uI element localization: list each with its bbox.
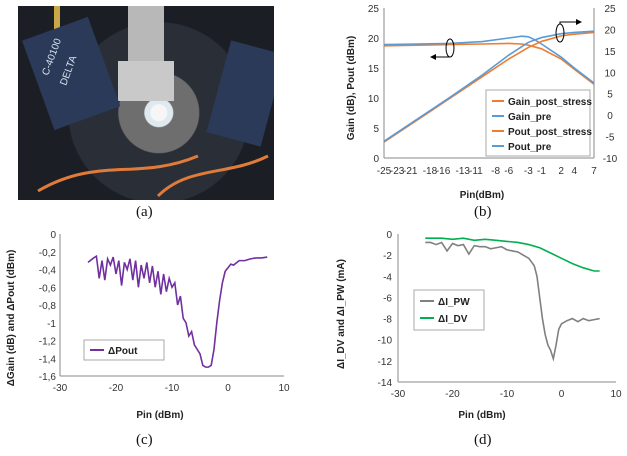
chart-b-x-tick: -13 — [456, 166, 471, 177]
chart-b-x-tick: -23 — [390, 166, 405, 177]
chart-b-right-tick: 15 — [604, 47, 616, 58]
chart-d-x-tick: -20 — [445, 389, 460, 400]
chart-d-ylabel: ΔI_DV and ΔI_PW (mA) — [336, 259, 347, 369]
chart-b-left-tick: 0 — [373, 154, 379, 165]
chart-c-legend-label: ΔPout — [108, 346, 138, 357]
chart-d-xlabel: Pin (dBm) — [458, 410, 505, 421]
chart-b-gain-circle — [445, 38, 455, 58]
chart-b-x-tick: -8 — [491, 166, 500, 177]
chart-b-left-tick: 15 — [368, 64, 380, 75]
chart-d-x-tick: -30 — [391, 389, 406, 400]
chart-b-gain-arrowhead — [430, 54, 436, 60]
chart-b-right-tick: -10 — [603, 154, 618, 165]
chart-d-y-tick: -14 — [378, 378, 393, 389]
chart-b-legend-label: Pout_post_stress — [508, 127, 592, 138]
chart-b-pout-arrowhead — [576, 19, 582, 25]
chart-c-x-tick: -30 — [53, 383, 68, 394]
photo-probe-station: C-40100 DELTA — [18, 6, 286, 200]
chart-b-series-line — [383, 30, 595, 142]
chart-d-y-tick: -2 — [383, 251, 392, 262]
chart-b-right-tick: 10 — [604, 68, 616, 79]
chart-d-y-tick: -10 — [378, 336, 393, 347]
chart-b-series-line — [383, 42, 595, 85]
chart-b-legend-label: Gain_pre — [508, 112, 552, 123]
chart-c-y-tick: -0,2 — [39, 248, 57, 259]
chart-c-y-tick: 0 — [50, 230, 56, 241]
chart-c-x-tick: -20 — [109, 383, 124, 394]
chart-b-left-tick: 20 — [368, 34, 380, 45]
chart-d-x-tick: 10 — [610, 389, 622, 400]
chart-c-x-tick: -10 — [165, 383, 180, 394]
chart-c-y-tick: -0,4 — [39, 266, 57, 277]
chart-c-legend-box — [83, 339, 165, 361]
chart-b-x-tick: -25 — [377, 166, 392, 177]
caption-c: (c) — [136, 432, 153, 448]
chart-b-x-tick: -1 — [537, 166, 546, 177]
chart-b-right-tick: 25 — [604, 4, 616, 15]
chart-d-y-tick: -6 — [383, 293, 392, 304]
chart-b-left-tick: 5 — [373, 124, 379, 135]
chart-c-ylabel: ΔGain (dB) and ΔPout (dBm) — [6, 250, 17, 387]
chart-d-legend-box — [413, 289, 485, 331]
chart-b-right-tick: -5 — [606, 133, 615, 144]
chart-b-x-tick: -3 — [524, 166, 533, 177]
chart-b-legend-label: Pout_pre — [508, 142, 552, 153]
photo-probe-body — [128, 6, 164, 66]
chart-c-x-tick: 0 — [225, 383, 231, 394]
chart-b-series-line — [383, 35, 595, 84]
chart-d-y-tick: 0 — [386, 230, 392, 241]
chart-d-legend-label: ΔI_PW — [438, 297, 470, 308]
chart-d-series-line — [425, 241, 600, 362]
chart-c: 0 -0,2 -0,4 -0,6 -0,8 -1 -1,2 -1,4 -1,6-30 -20 -10… — [6, 230, 290, 421]
chart-d-series-line — [425, 237, 600, 272]
chart-b-right-tick: 20 — [604, 25, 616, 36]
chart-d-legend-label: ΔI_DV — [438, 314, 468, 325]
chart-b-x-tick: -21 — [403, 166, 418, 177]
chart-c-y-tick: -1,2 — [39, 337, 57, 348]
chart-d-y-tick: -8 — [383, 315, 392, 326]
chart-b: 0 5 10 15 20 25 -10 -5 0 5 10 15 20 25 -25-23-21 -18-16… — [346, 4, 618, 200]
chart-b-left-tick: 10 — [368, 94, 380, 105]
chart-c-series-line — [87, 254, 268, 368]
chart-b-x-tick: 2 — [558, 166, 564, 177]
photo-stage-right — [206, 40, 286, 147]
chart-b-left-tick: 25 — [368, 4, 380, 15]
chart-c-y-tick: -1,6 — [39, 372, 57, 383]
photo-cable-2 — [156, 154, 269, 198]
chart-b-xlabel: Pin(dBm) — [460, 190, 504, 200]
chart-d: 0 -2 -4 -6 -8 -10 -12 -14-30 -20 -10 0 10 ΔI_PW ΔI_D… — [336, 230, 622, 421]
chart-b-x-tick: 7 — [591, 166, 597, 177]
caption-b: (b) — [474, 204, 492, 220]
chart-b-ylabel: Gain (dB), Pout (dBm) — [346, 36, 357, 140]
photo-stage-left — [22, 16, 121, 131]
caption-a: (a) — [136, 204, 153, 220]
chart-d-x-tick: -10 — [500, 389, 515, 400]
chart-b-right-tick: 5 — [607, 90, 613, 101]
chart-b-legend-label: Gain_post_stress — [508, 97, 592, 108]
chart-d-y-tick: -12 — [378, 357, 393, 368]
chart-b-right-tick: 0 — [607, 111, 613, 122]
photo-cable-1 — [37, 154, 199, 193]
photo-probe-head — [118, 61, 174, 101]
chart-c-y-tick: -0,6 — [39, 283, 57, 294]
chart-b-pout-arrow — [559, 21, 577, 24]
chart-b-x-tick: -11 — [469, 166, 483, 177]
chart-b-x-tick: 4 — [572, 166, 578, 177]
chart-d-y-tick: -4 — [383, 272, 392, 283]
photo-illustration: C-40100 DELTA — [22, 6, 286, 198]
chart-c-xlabel: Pin (dBm) — [136, 410, 183, 421]
chart-b-x-tick: -16 — [436, 166, 451, 177]
caption-d: (d) — [474, 432, 492, 448]
chart-c-y-tick: -1 — [47, 319, 56, 330]
chart-c-x-tick: 10 — [278, 383, 290, 394]
chart-c-y-tick: -1,4 — [39, 354, 57, 365]
chart-c-y-tick: -0,8 — [39, 301, 57, 312]
chart-b-x-tick: -6 — [504, 166, 513, 177]
chart-d-x-tick: 0 — [559, 389, 565, 400]
chart-b-x-tick: -18 — [423, 166, 438, 177]
